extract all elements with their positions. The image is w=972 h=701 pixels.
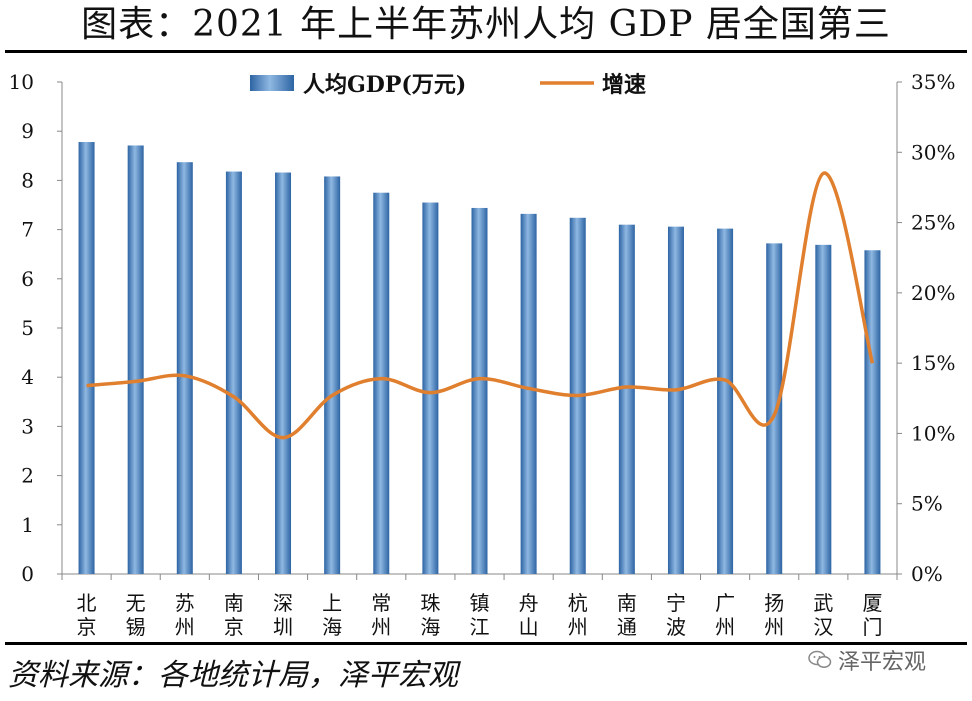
x-tick-label: 锡 [126, 615, 146, 639]
x-tick-label: 镇 [470, 591, 490, 615]
y-right-tick-label: 0% [911, 562, 943, 586]
x-tick-label: 汉 [813, 615, 833, 639]
x-tick-label: 州 [764, 615, 784, 639]
legend-bar-swatch [250, 75, 294, 91]
x-tick-label: 苏 [175, 591, 195, 615]
bar [618, 224, 635, 574]
x-tick-label: 深 [273, 591, 293, 615]
chart-title: 图表：2021 年上半年苏州人均 GDP 居全国第三 [81, 4, 891, 45]
bar [667, 226, 684, 574]
x-tick-label: 江 [470, 615, 490, 639]
footer-divider [5, 642, 967, 645]
x-tick-label: 海 [420, 615, 440, 639]
bar [766, 243, 783, 574]
y-left-tick-label: 8 [21, 168, 34, 192]
x-tick-label: 无 [126, 591, 146, 615]
x-tick-label: 北 [77, 591, 97, 615]
x-tick-label: 圳 [273, 615, 293, 639]
y-right-tick-label: 5% [911, 492, 943, 516]
y-left-tick-label: 1 [21, 513, 34, 537]
bar [78, 142, 95, 575]
x-tick-label: 州 [371, 615, 391, 639]
y-right-tick-label: 35% [911, 70, 955, 94]
wechat-icon [808, 650, 832, 668]
x-tick-label: 山 [519, 615, 539, 639]
bar [471, 207, 488, 574]
y-left-tick-label: 0 [21, 562, 34, 586]
x-tick-label: 海 [322, 615, 342, 639]
x-tick-label: 南 [617, 591, 637, 615]
title-divider [5, 50, 967, 53]
x-tick-label: 常 [371, 591, 391, 615]
y-left-tick-label: 10 [9, 70, 34, 94]
x-tick-label: 扬 [764, 591, 784, 615]
y-left-tick-label: 7 [21, 218, 34, 242]
legend-line-label: 增速 [602, 72, 646, 98]
bar [127, 145, 144, 574]
watermark: 泽平宏观 [808, 645, 926, 675]
bar [225, 171, 242, 574]
y-right-tick-label: 15% [911, 351, 955, 375]
x-tick-label: 京 [77, 615, 97, 639]
watermark-text: 泽平宏观 [838, 650, 927, 675]
bar [324, 176, 341, 575]
x-tick-label: 杭 [568, 591, 588, 615]
bar [717, 228, 734, 574]
legend-bar-label: 人均GDP(万元) [303, 72, 466, 98]
x-tick-label: 武 [813, 591, 833, 615]
y-right-tick-label: 20% [911, 281, 955, 305]
y-left-tick-label: 5 [21, 316, 34, 340]
bar [373, 192, 390, 574]
y-left-tick-label: 2 [21, 464, 34, 488]
x-tick-label: 州 [715, 615, 735, 639]
bar [815, 244, 832, 575]
bar [520, 213, 537, 574]
y-left-tick-label: 9 [21, 119, 34, 143]
y-right-tick-label: 25% [911, 211, 955, 235]
x-tick-label: 南 [224, 591, 244, 615]
source-note: 资料来源：各地统计局，泽平宏观 [8, 658, 458, 693]
legend: 人均GDP(万元) 增速 [250, 72, 646, 98]
x-tick-label: 厦 [862, 591, 882, 615]
x-tick-label: 广 [715, 591, 735, 615]
y-left-tick-label: 6 [21, 267, 34, 291]
axes: 0 1 2 3 4 5 6 7 8 9 10 0% 5% 10% 15% 20% 25% 30% 35% [9, 70, 956, 586]
x-tick-label: 州 [568, 615, 588, 639]
bar-series [78, 142, 881, 575]
x-tick-label: 通 [617, 615, 637, 639]
x-tick-label: 州 [175, 615, 195, 639]
x-tick-label: 门 [862, 615, 882, 639]
x-tick-label: 上 [322, 591, 342, 615]
y-right-tick-label: 30% [911, 140, 955, 164]
bar [275, 172, 292, 574]
bar [176, 162, 193, 575]
x-tick-label: 波 [666, 615, 686, 639]
x-tick-label: 京 [224, 615, 244, 639]
y-right-tick-label: 10% [911, 421, 955, 445]
x-tick-label: 舟 [519, 591, 539, 615]
bar [422, 202, 439, 575]
y-left-tick-label: 3 [21, 414, 34, 438]
line-series [86, 171, 875, 440]
x-tick-label: 宁 [666, 591, 686, 615]
bar [864, 250, 881, 574]
y-left-tick-label: 4 [21, 365, 34, 389]
x-tick-label: 珠 [420, 591, 440, 615]
